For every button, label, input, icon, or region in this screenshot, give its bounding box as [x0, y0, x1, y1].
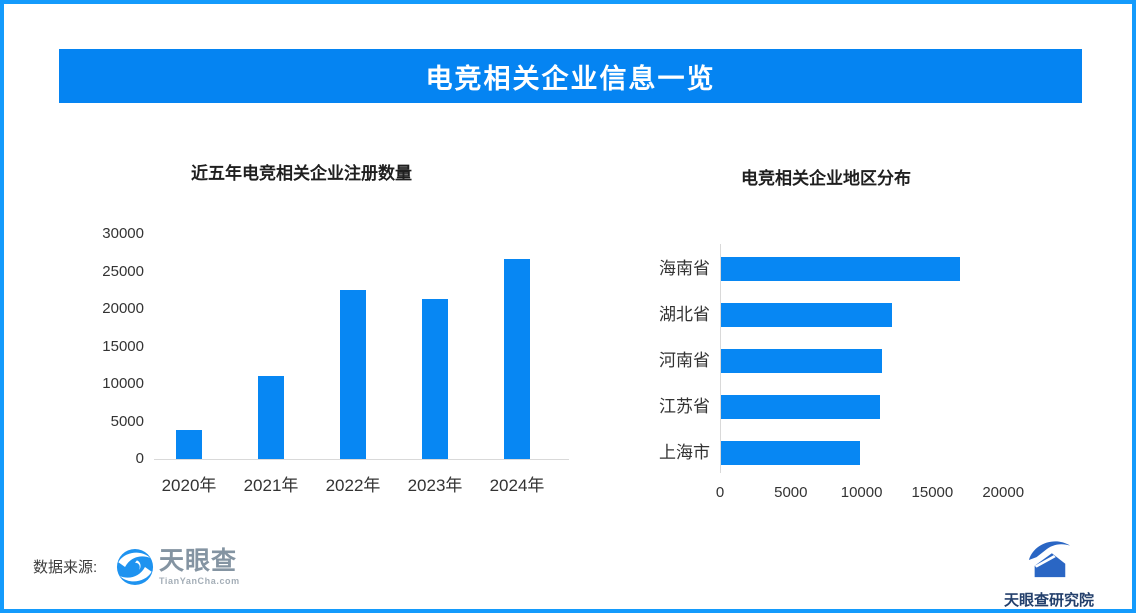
x-tick-label: 20000 [982, 484, 1025, 501]
bar [176, 430, 202, 459]
y-category-label: 海南省 [659, 259, 710, 278]
research-institute-name: 天眼查研究院 [1003, 592, 1094, 609]
bar [721, 441, 860, 465]
tianyancha-domain: TianYanCha.com [159, 576, 240, 586]
x-tick-label: 15000 [911, 484, 954, 501]
y-category-label: 江苏省 [659, 397, 710, 416]
x-tick-label: 0 [715, 484, 725, 501]
y-category-label: 湖北省 [659, 305, 710, 324]
y-tick-label: 10000 [102, 375, 144, 392]
x-tick-label: 10000 [840, 484, 883, 501]
x-category-label: 2024年 [489, 476, 545, 495]
x-category-label: 2020年 [161, 476, 217, 495]
title-banner: 电竞相关企业信息一览 [59, 49, 1082, 103]
bar [258, 376, 284, 459]
x-category-label: 2023年 [407, 476, 463, 495]
bar [504, 259, 530, 459]
bar [422, 299, 448, 459]
left-chart-title: 近五年电竞相关企业注册数量 [191, 164, 412, 183]
bar [721, 257, 960, 281]
tianyancha-name: 天眼查 [159, 547, 238, 575]
x-tick-label: 5000 [774, 484, 808, 501]
research-institute-icon [1026, 537, 1072, 586]
y-axis-line [720, 244, 721, 473]
bar [340, 290, 366, 459]
y-tick-label: 15000 [102, 337, 144, 355]
x-axis-line [154, 459, 569, 460]
y-tick-label: 25000 [102, 262, 144, 280]
y-tick-label: 5000 [110, 412, 144, 430]
tianyancha-icon [116, 548, 154, 591]
y-tick-label: 20000 [102, 300, 144, 317]
bar [721, 349, 882, 373]
data-source-label: 数据来源: [33, 559, 98, 576]
y-tick-label: 30000 [102, 225, 144, 242]
y-category-label: 上海市 [659, 443, 710, 462]
research-institute-logo: 天眼查研究院 [997, 537, 1101, 609]
y-category-label: 河南省 [659, 351, 710, 370]
bar [721, 395, 880, 419]
x-category-label: 2021年 [243, 476, 299, 495]
right-chart-title: 电竞相关企业地区分布 [741, 169, 911, 188]
y-tick-label: 0 [135, 450, 144, 467]
page-title: 电竞相关企业信息一览 [425, 63, 716, 94]
tianyancha-wordmark: 天眼查 TianYanCha.com [159, 547, 240, 587]
x-category-label: 2022年 [325, 476, 381, 495]
bar [721, 303, 892, 327]
tianyancha-logo: 天眼查 TianYanCha.com [116, 548, 240, 591]
